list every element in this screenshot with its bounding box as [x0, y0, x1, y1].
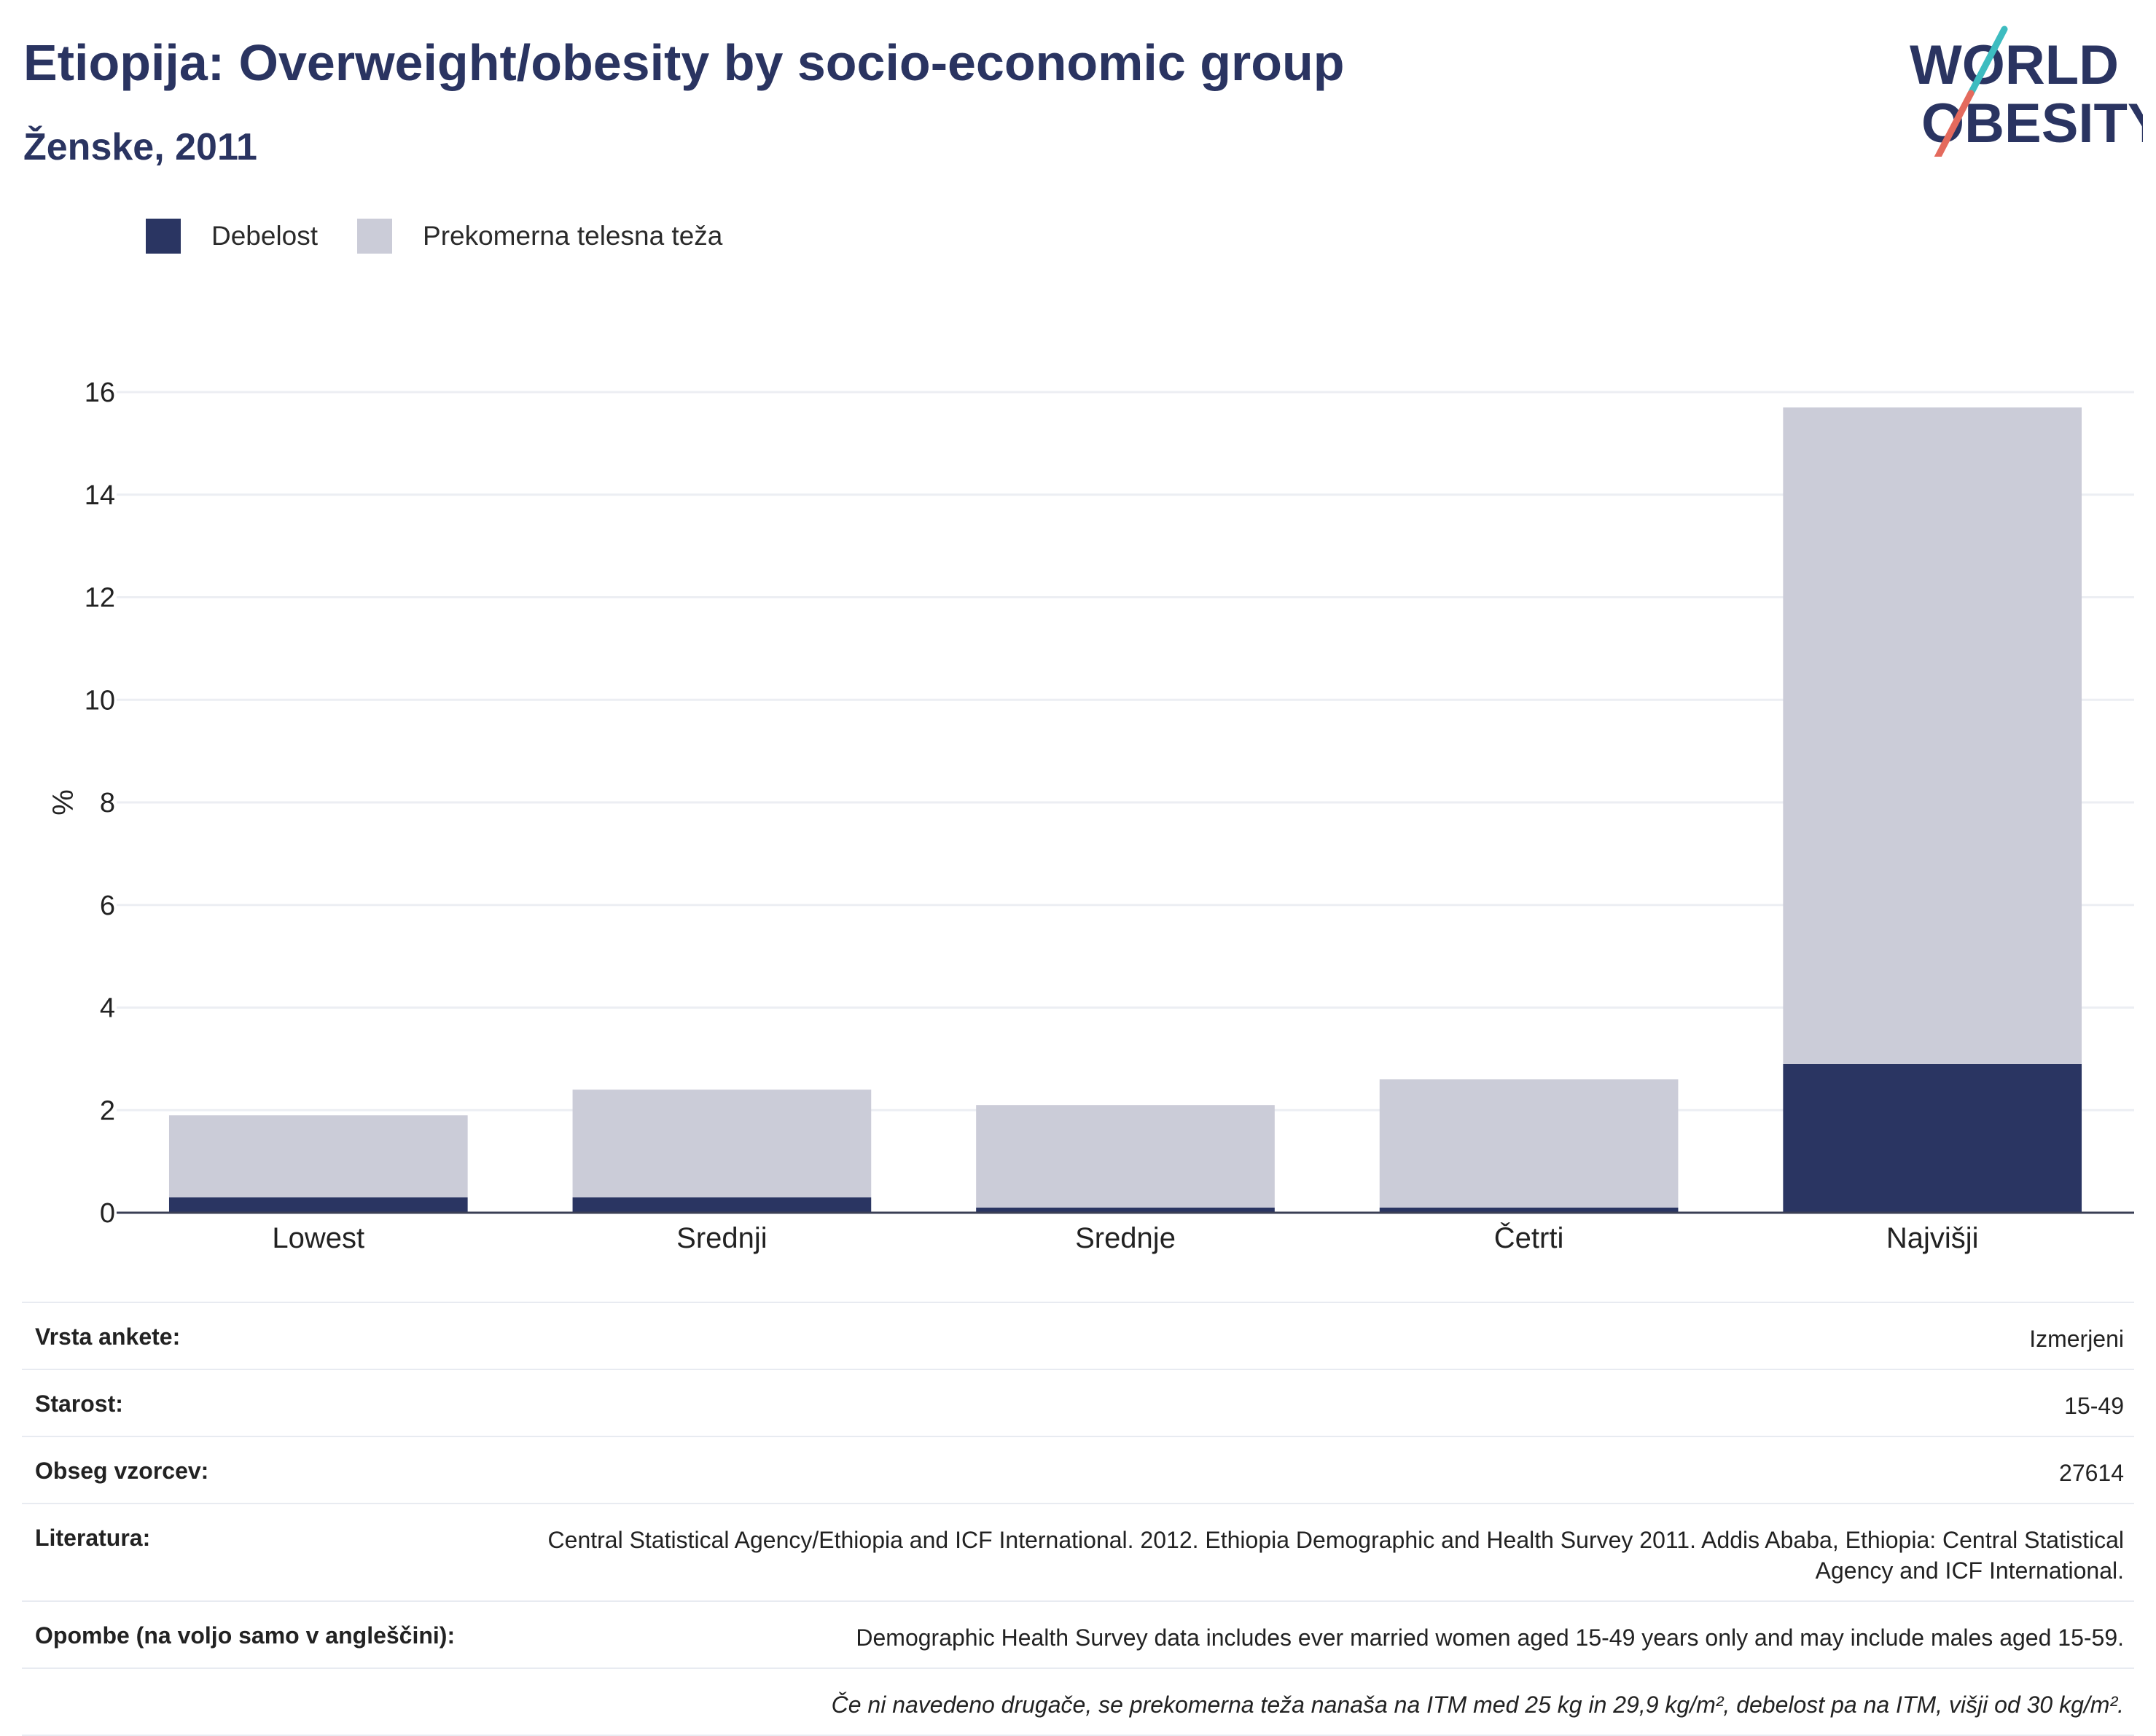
logo-line1: WORLD: [1910, 34, 2119, 96]
chart-title: Etiopija: Overweight/obesity by socio-ec…: [23, 34, 1345, 91]
bar-overweight: [1379, 1079, 1679, 1208]
meta-key: Starost:: [35, 1391, 123, 1417]
y-tick-label: 0: [100, 1198, 115, 1229]
chart-legend: Debelost Prekomerna telesna teža: [146, 219, 762, 254]
bar-obesity: [1379, 1207, 1679, 1213]
bar-overweight: [168, 1115, 468, 1197]
x-category-label: Srednje: [1075, 1222, 1176, 1254]
legend-swatch-obesity: [146, 219, 181, 254]
legend-item-obesity[interactable]: Debelost: [146, 219, 318, 254]
y-tick-label: 14: [85, 480, 115, 511]
legend-label-overweight: Prekomerna telesna teža: [423, 221, 723, 251]
bar-overweight: [976, 1105, 1275, 1208]
meta-row-literature: Literatura: Central Statistical Agency/E…: [22, 1504, 2134, 1602]
meta-row-footnote: Če ni navedeno drugače, se prekomerna te…: [22, 1669, 2134, 1736]
x-category-label: Srednji: [676, 1222, 768, 1254]
meta-key: Literatura:: [35, 1525, 151, 1551]
y-axis-title: %: [46, 789, 78, 816]
meta-key: Vrsta ankete:: [35, 1323, 181, 1350]
x-category-label: Četrti: [1494, 1221, 1564, 1254]
y-tick-label: 12: [85, 583, 115, 614]
y-tick-label: 10: [85, 685, 115, 716]
y-tick-label: 4: [100, 993, 115, 1024]
y-tick-label: 16: [85, 378, 115, 408]
footnote: Če ni navedeno drugače, se prekomerna te…: [831, 1692, 2124, 1718]
chart-subtitle: Ženske, 2011: [23, 126, 257, 168]
world-obesity-logo: WORLD OBESITY: [1910, 26, 2143, 157]
bar-obesity: [976, 1207, 1275, 1213]
meta-key: Obseg vzorcev:: [35, 1458, 209, 1484]
bar-obesity: [168, 1197, 468, 1213]
y-tick-label: 8: [100, 788, 115, 818]
x-category-label: Najvišji: [1886, 1222, 1979, 1254]
bar-obesity: [572, 1197, 872, 1213]
meta-value: 27614: [2059, 1460, 2124, 1486]
meta-key: Opombe (na voljo samo v angleščini):: [35, 1622, 456, 1649]
meta-value: Central Statistical Agency/Ethiopia and …: [547, 1527, 2124, 1584]
x-category-label: Lowest: [272, 1222, 364, 1254]
bar-chart: 0 2 4 6 8 10 12 14 16% Lowest Srednji Srednje Četrti…: [46, 378, 2134, 1254]
survey-metadata: Vrsta ankete: Izmerjeni Starost: 15-49 O…: [22, 1302, 2134, 1736]
y-tick-label: 2: [100, 1095, 115, 1126]
meta-row-notes: Opombe (na voljo samo v angleščini): Dem…: [22, 1602, 2134, 1669]
logo-slash-teal: [1967, 26, 2008, 97]
legend-label-obesity: Debelost: [211, 221, 319, 251]
bar-overweight: [572, 1090, 872, 1197]
bar-obesity: [1783, 1063, 2082, 1213]
meta-value: Izmerjeni: [2029, 1326, 2124, 1352]
meta-row-sample-size: Obseg vzorcev: 27614: [22, 1437, 2134, 1504]
logo-slash-coral: [1934, 90, 1975, 157]
y-tick-label: 6: [100, 891, 115, 921]
bar-overweight: [1783, 407, 2082, 1064]
meta-value: Demographic Health Survey data includes …: [856, 1624, 2124, 1651]
legend-item-overweight[interactable]: Prekomerna telesna teža: [357, 219, 722, 254]
legend-swatch-overweight: [357, 219, 393, 254]
meta-row-age: Starost: 15-49: [22, 1370, 2134, 1437]
meta-value: 15-49: [2064, 1393, 2124, 1419]
meta-row-survey-type: Vrsta ankete: Izmerjeni: [22, 1303, 2134, 1370]
